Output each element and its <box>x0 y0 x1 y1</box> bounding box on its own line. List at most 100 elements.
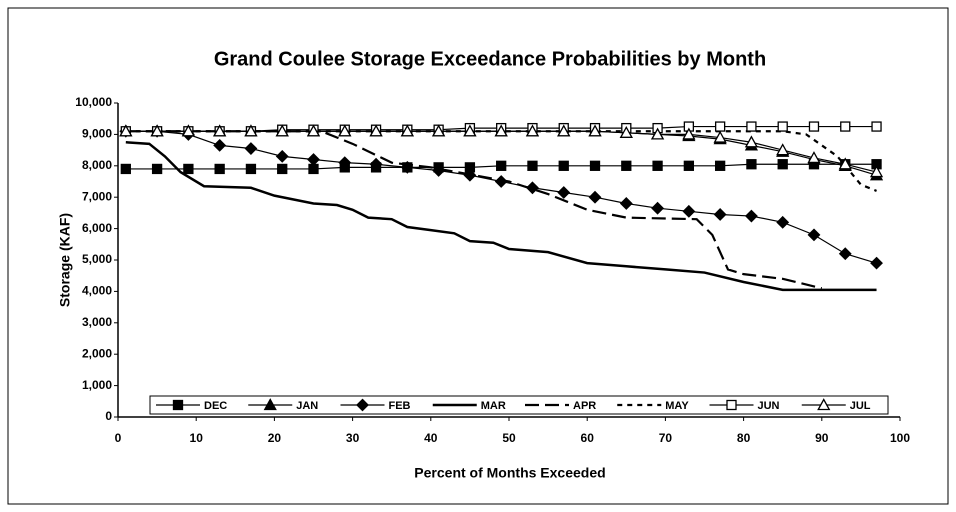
x-tick-label: 100 <box>890 431 910 445</box>
chart-title: Grand Coulee Storage Exceedance Probabil… <box>214 48 766 70</box>
marker <box>277 163 288 175</box>
marker <box>682 204 696 218</box>
marker <box>338 156 352 170</box>
y-tick-label: 9,000 <box>82 127 112 141</box>
marker <box>838 157 852 170</box>
marker <box>746 159 757 170</box>
marker <box>619 197 633 210</box>
marker <box>840 121 851 132</box>
marker <box>713 130 727 143</box>
marker <box>619 125 633 138</box>
x-axis-label: Percent of Months Exceeded <box>414 465 605 481</box>
x-tick-label: 10 <box>190 431 204 445</box>
marker <box>777 159 788 170</box>
marker <box>776 143 790 156</box>
marker <box>369 157 383 171</box>
marker <box>838 247 852 261</box>
marker <box>244 142 258 155</box>
x-tick-label: 50 <box>502 431 516 445</box>
marker <box>588 190 602 204</box>
marker <box>338 124 352 137</box>
series-line <box>125 141 877 292</box>
x-tick-label: 90 <box>815 431 829 445</box>
y-tick-label: 0 <box>105 409 112 423</box>
marker <box>183 163 194 175</box>
marker <box>652 160 663 171</box>
marker <box>557 186 571 199</box>
x-tick-label: 60 <box>581 431 595 445</box>
marker <box>213 124 227 137</box>
marker <box>525 124 540 137</box>
legend-label: JAN <box>296 400 318 412</box>
marker <box>777 121 788 132</box>
legend-label: FEB <box>389 400 411 412</box>
marker <box>683 160 695 171</box>
marker <box>181 124 195 137</box>
y-tick-label: 7,000 <box>82 189 112 203</box>
y-tick-label: 1,000 <box>82 378 112 392</box>
marker <box>745 209 758 223</box>
marker <box>214 163 225 175</box>
marker <box>213 138 227 152</box>
marker <box>275 149 289 163</box>
series-line <box>125 130 877 264</box>
x-tick-label: 20 <box>268 431 282 445</box>
marker <box>557 124 571 137</box>
marker <box>307 153 320 166</box>
marker <box>588 124 602 137</box>
legend-label: MAY <box>665 400 689 412</box>
marker <box>245 163 257 175</box>
x-tick-label: 80 <box>737 431 751 445</box>
y-tick-label: 6,000 <box>82 221 112 235</box>
marker <box>306 124 321 137</box>
marker <box>714 160 726 171</box>
marker <box>869 165 884 178</box>
marker <box>744 135 759 148</box>
y-tick-label: 10,000 <box>75 95 112 109</box>
marker <box>369 124 383 137</box>
x-tick-label: 30 <box>346 431 360 445</box>
frame <box>7 7 949 505</box>
marker <box>527 160 538 171</box>
series-line <box>125 130 823 290</box>
y-tick-label: 3,000 <box>82 315 112 329</box>
legend-label: APR <box>573 400 596 412</box>
marker <box>726 399 737 411</box>
marker <box>400 124 414 137</box>
legend-label: DEC <box>204 400 227 412</box>
marker <box>714 121 726 132</box>
marker <box>817 398 831 411</box>
marker <box>589 160 601 171</box>
legend-label: JUN <box>758 400 780 412</box>
y-tick-label: 8,000 <box>82 158 112 172</box>
legend-box <box>149 395 889 415</box>
marker <box>746 121 757 132</box>
marker <box>651 201 664 215</box>
marker <box>808 121 820 132</box>
marker <box>494 124 508 137</box>
legend-label: JUL <box>850 400 871 412</box>
legend-label: MAR <box>481 400 506 412</box>
marker <box>463 124 477 137</box>
marker <box>244 124 258 137</box>
marker <box>807 228 821 242</box>
marker <box>432 124 446 137</box>
marker <box>776 215 790 229</box>
y-tick-label: 2,000 <box>82 346 112 360</box>
marker <box>275 124 289 137</box>
marker <box>526 181 539 195</box>
marker <box>558 160 569 171</box>
marker <box>263 398 277 411</box>
marker <box>496 160 507 171</box>
marker <box>172 399 184 411</box>
marker <box>807 151 821 164</box>
marker <box>151 163 163 175</box>
y-axis-label: Storage (KAF) <box>57 213 73 307</box>
x-tick-label: 0 <box>115 431 122 445</box>
marker <box>150 124 164 137</box>
marker <box>713 208 727 221</box>
y-tick-label: 5,000 <box>82 252 112 266</box>
x-tick-label: 40 <box>424 431 438 445</box>
marker <box>621 160 632 171</box>
